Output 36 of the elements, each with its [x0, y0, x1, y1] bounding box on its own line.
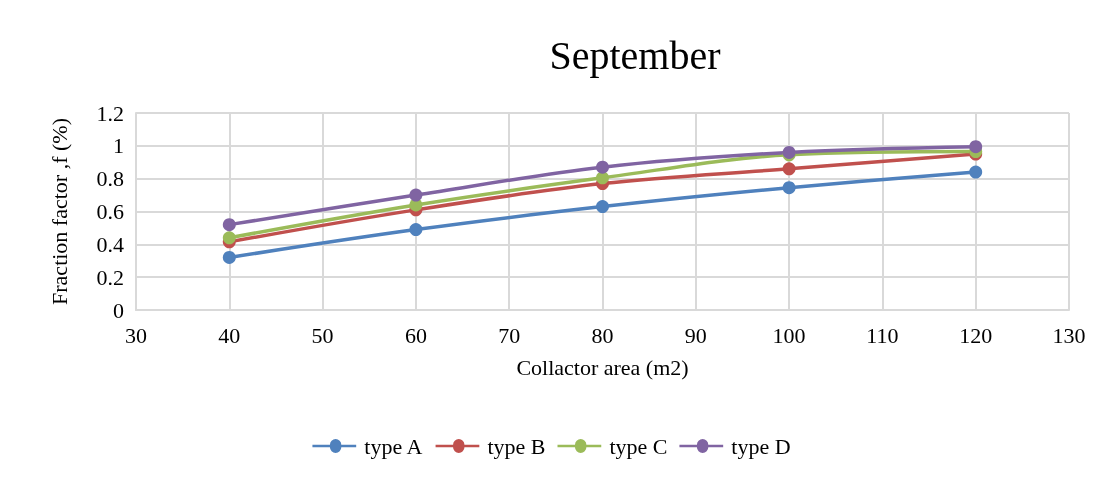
point	[782, 162, 796, 176]
legend-label: type C	[609, 433, 668, 459]
point	[222, 218, 236, 232]
point	[409, 188, 423, 202]
x-tick-label: 90	[684, 322, 707, 348]
x-tick-label: 130	[1052, 322, 1086, 348]
point	[596, 160, 609, 174]
y-tick-label: 0.4	[96, 231, 124, 257]
x-tick-label: 40	[218, 322, 241, 348]
y-tick-label: 0.8	[96, 166, 124, 192]
x-tick-label: 110	[866, 322, 899, 348]
point	[969, 140, 983, 154]
x-tick-label: 80	[591, 322, 614, 348]
legend-label: type A	[364, 433, 423, 459]
legend-label: type B	[487, 433, 546, 459]
point	[969, 165, 983, 179]
chart-title: September	[549, 32, 721, 78]
x-tick-label: 60	[404, 322, 427, 348]
x-tick-label: 100	[772, 322, 806, 348]
point	[222, 231, 236, 245]
y-tick-label: 1.2	[96, 100, 124, 126]
y-tick-label: 0	[113, 297, 124, 323]
x-tick-label: 120	[959, 322, 993, 348]
x-tick-label: 30	[125, 322, 147, 348]
y-tick-label: 1	[113, 133, 124, 159]
point	[596, 200, 609, 214]
x-axis-title: Collactor area (m2)	[516, 354, 689, 380]
x-tick-label: 70	[498, 322, 521, 348]
y-axis-title: Fraction factor ,f (%)	[46, 118, 72, 305]
y-tick-label: 0.6	[96, 199, 124, 224]
point	[222, 250, 236, 264]
point	[409, 223, 423, 237]
point	[782, 181, 796, 195]
legend-label: type D	[731, 433, 791, 459]
y-tick-label: 0.2	[96, 264, 124, 290]
x-tick-label: 50	[311, 322, 334, 348]
